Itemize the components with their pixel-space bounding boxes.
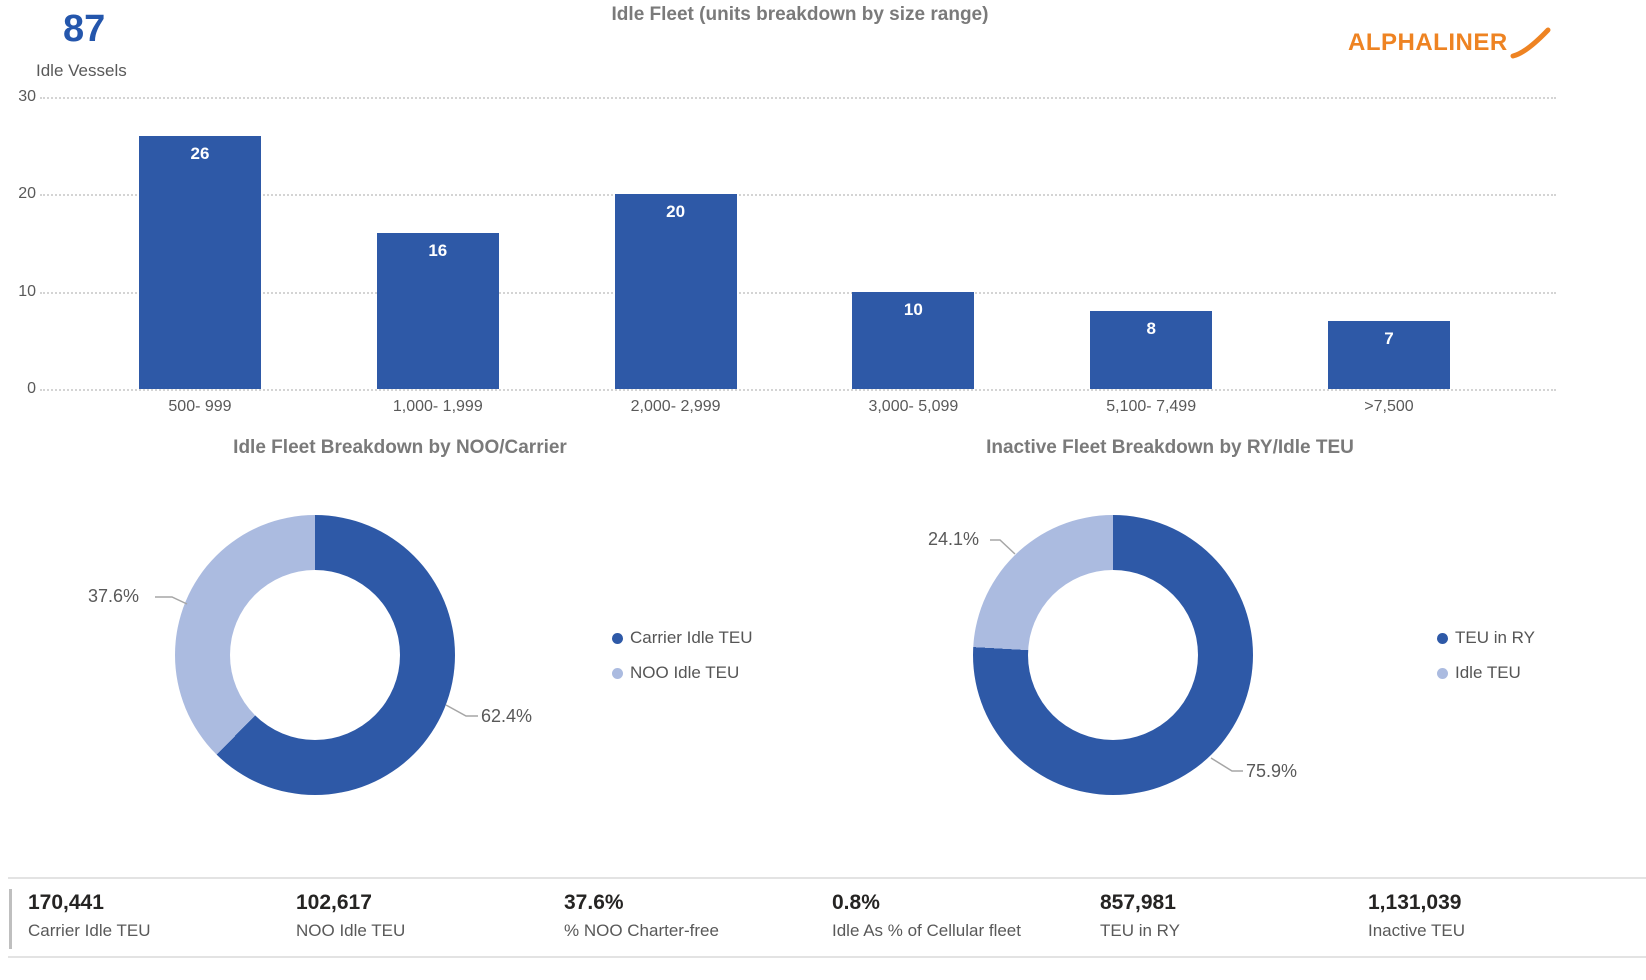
bar-chart-title: Idle Fleet (units breakdown by size rang… <box>611 4 989 25</box>
h-gridline <box>40 291 1556 294</box>
donut2-legend: TEU in RY Idle TEU <box>1437 628 1535 683</box>
y-axis-tick: 30 <box>18 88 36 105</box>
kpi-item: 37.6% % NOO Charter-free <box>564 888 832 944</box>
kpi-strip-accent-bar <box>9 889 12 949</box>
kpi-label: TEU in RY <box>1100 921 1180 940</box>
donut-noo-carrier[interactable] <box>175 515 455 795</box>
bar-5[interactable]: 7 <box>1328 320 1450 389</box>
donut-hole <box>230 570 400 740</box>
legend-dot-dark-icon <box>1437 632 1448 644</box>
legend-label: Idle TEU <box>1455 663 1521 682</box>
kpi-value: 0.8% <box>832 891 880 914</box>
legend-dot-dark-icon <box>612 632 623 644</box>
bar-2[interactable]: 20 <box>614 194 737 389</box>
kpi-label: Inactive TEU <box>1368 921 1466 940</box>
bar-1[interactable]: 16 <box>376 233 499 389</box>
kpi-strip-top-border <box>8 877 1646 879</box>
kpi-strip: 170,441 Carrier Idle TEU 102,617 NOO Idle T… <box>28 888 1638 944</box>
kpi-value: 1,131,039 <box>1368 891 1462 914</box>
donut1-pct-carrier: 62.4% <box>481 706 533 726</box>
bar-value-label: 10 <box>903 299 923 319</box>
y-axis-tick: 10 <box>18 282 36 300</box>
donut2-title: Inactive Fleet Breakdown by RY/Idle TEU <box>986 437 1354 458</box>
alphaliner-logo: ALPHALINER <box>1348 27 1552 59</box>
donut2-pct-idle: 24.1% <box>928 529 980 549</box>
legend-item-idle-teu[interactable]: Idle TEU <box>1437 663 1535 683</box>
logo-swoosh-icon <box>1510 27 1551 59</box>
x-axis-label: 5,100- 7,499 <box>1106 398 1197 415</box>
h-gridline <box>40 97 1556 99</box>
legend-item-carrier-idle-teu[interactable]: Carrier Idle TEU <box>612 628 753 648</box>
kpi-label: NOO Idle TEU <box>296 921 406 940</box>
donut1-pct-noo: 37.6% <box>88 586 140 606</box>
kpi-item: 170,441 Carrier Idle TEU <box>28 888 296 944</box>
kpi-value: 102,617 <box>296 891 372 914</box>
alphaliner-logo-text: ALPHALINER <box>1348 29 1508 56</box>
kpi-item: 0.8% Idle As % of Cellular fleet <box>832 888 1100 944</box>
x-axis-label: 1,000- 1,999 <box>392 398 483 415</box>
bar-value-label: 16 <box>428 241 448 261</box>
bar-0[interactable]: 26 <box>139 135 261 389</box>
legend-label: TEU in RY <box>1455 628 1535 647</box>
donut1-title: Idle Fleet Breakdown by NOO/Carrier <box>233 437 567 458</box>
idle-vessels-count: 87 <box>63 8 106 50</box>
kpi-strip-bottom-border <box>8 956 1646 958</box>
y-axis-tick: 0 <box>27 380 36 397</box>
kpi-label: % NOO Charter-free <box>564 921 719 940</box>
kpi-value: 857,981 <box>1100 891 1176 914</box>
donut1-legend: Carrier Idle TEU NOO Idle TEU <box>612 628 753 683</box>
legend-dot-light-icon <box>1437 667 1448 679</box>
x-axis-label: 3,000- 5,099 <box>868 398 959 415</box>
bar-3[interactable]: 10 <box>852 291 975 389</box>
donut2-pct-ry: 75.9% <box>1246 761 1298 781</box>
bar-value-label: 8 <box>1146 319 1156 339</box>
kpi-item: 857,981 TEU in RY <box>1100 888 1368 944</box>
h-gridline <box>40 389 1556 391</box>
kpi-item: 1,131,039 Inactive TEU <box>1368 888 1636 944</box>
bar-4[interactable]: 8 <box>1090 311 1213 389</box>
legend-item-teu-in-ry[interactable]: TEU in RY <box>1437 628 1535 648</box>
kpi-value: 37.6% <box>564 891 624 914</box>
legend-label: NOO Idle TEU <box>630 663 740 682</box>
h-gridline <box>40 194 1556 197</box>
kpi-label: Idle As % of Cellular fleet <box>832 921 1021 940</box>
x-axis-label: 500- 999 <box>168 398 232 415</box>
y-axis-tick: 20 <box>18 185 36 203</box>
bar-value-label: 20 <box>666 202 686 222</box>
x-axis-label: 2,000- 2,999 <box>630 398 721 415</box>
donut-ry-idle[interactable] <box>973 515 1253 795</box>
x-axis-label: >7,500 <box>1364 398 1414 415</box>
legend-item-noo-idle-teu[interactable]: NOO Idle TEU <box>612 663 753 683</box>
bar-value-label: 26 <box>190 143 210 163</box>
legend-dot-light-icon <box>612 667 623 679</box>
legend-label: Carrier Idle TEU <box>630 628 753 647</box>
kpi-label: Carrier Idle TEU <box>28 921 151 940</box>
bar-value-label: 7 <box>1384 328 1394 348</box>
kpi-item: 102,617 NOO Idle TEU <box>296 888 564 944</box>
kpi-value: 170,441 <box>28 891 104 914</box>
idle-vessels-label: Idle Vessels <box>36 61 127 80</box>
donut-hole <box>1028 570 1198 740</box>
